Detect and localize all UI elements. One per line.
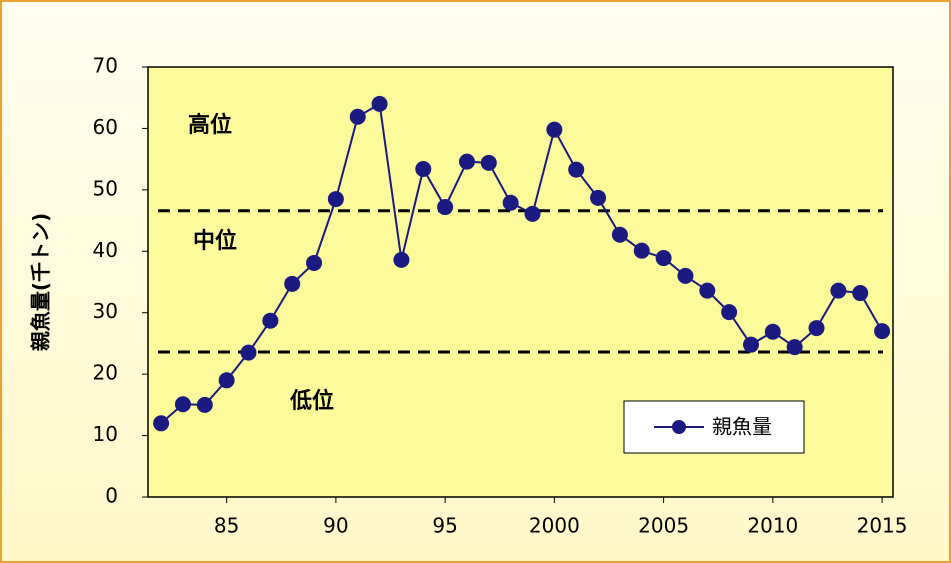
legend-marker	[672, 420, 686, 434]
data-point	[393, 251, 410, 268]
data-point	[677, 267, 694, 284]
x-tick-label: 85	[214, 514, 239, 538]
data-point	[786, 339, 803, 356]
data-point	[306, 254, 323, 271]
x-tick-label: 2015	[857, 514, 908, 538]
data-point	[590, 189, 607, 206]
data-point	[218, 372, 235, 389]
data-point	[808, 320, 825, 337]
y-axis-label: 親魚量(千トン)	[29, 213, 53, 351]
x-tick-label: 95	[432, 514, 457, 538]
data-point	[699, 282, 716, 299]
data-point	[874, 323, 891, 340]
data-point	[371, 95, 388, 112]
data-point	[852, 285, 869, 302]
data-point	[262, 312, 279, 329]
data-point	[284, 275, 301, 292]
data-point	[240, 344, 257, 361]
y-tick-label: 60	[93, 115, 118, 139]
y-tick-label: 20	[93, 361, 118, 385]
x-tick-label: 2005	[638, 514, 689, 538]
y-tick-label: 70	[93, 54, 118, 78]
data-point	[611, 226, 628, 243]
data-point	[153, 415, 170, 432]
data-point	[437, 199, 454, 216]
data-point	[830, 282, 847, 299]
data-point	[633, 242, 650, 259]
data-point	[568, 161, 585, 178]
data-point	[721, 304, 738, 321]
data-point	[415, 160, 432, 177]
x-tick-label: 2000	[529, 514, 580, 538]
legend-label: 親魚量	[712, 415, 772, 439]
data-point	[458, 153, 475, 170]
annotation: 中位	[193, 228, 237, 254]
series-line	[160, 102, 883, 425]
data-point	[524, 205, 541, 222]
y-tick-label: 40	[93, 238, 118, 262]
y-tick-label: 50	[93, 176, 118, 200]
data-point	[742, 336, 759, 353]
data-point	[196, 396, 213, 413]
x-tick-label: 90	[323, 514, 348, 538]
data-point	[655, 250, 672, 267]
data-point	[349, 108, 366, 125]
annotation: 高位	[188, 112, 232, 138]
y-tick-label: 30	[93, 299, 118, 323]
annotation: 低位	[289, 388, 334, 414]
y-tick-label: 0	[105, 484, 118, 508]
x-tick-label: 2010	[747, 514, 798, 538]
data-point	[502, 194, 519, 211]
data-point	[546, 121, 563, 138]
y-tick-label: 10	[93, 422, 118, 446]
data-point	[174, 396, 191, 413]
data-point	[764, 323, 781, 340]
data-point	[327, 191, 344, 208]
data-point	[480, 154, 497, 171]
